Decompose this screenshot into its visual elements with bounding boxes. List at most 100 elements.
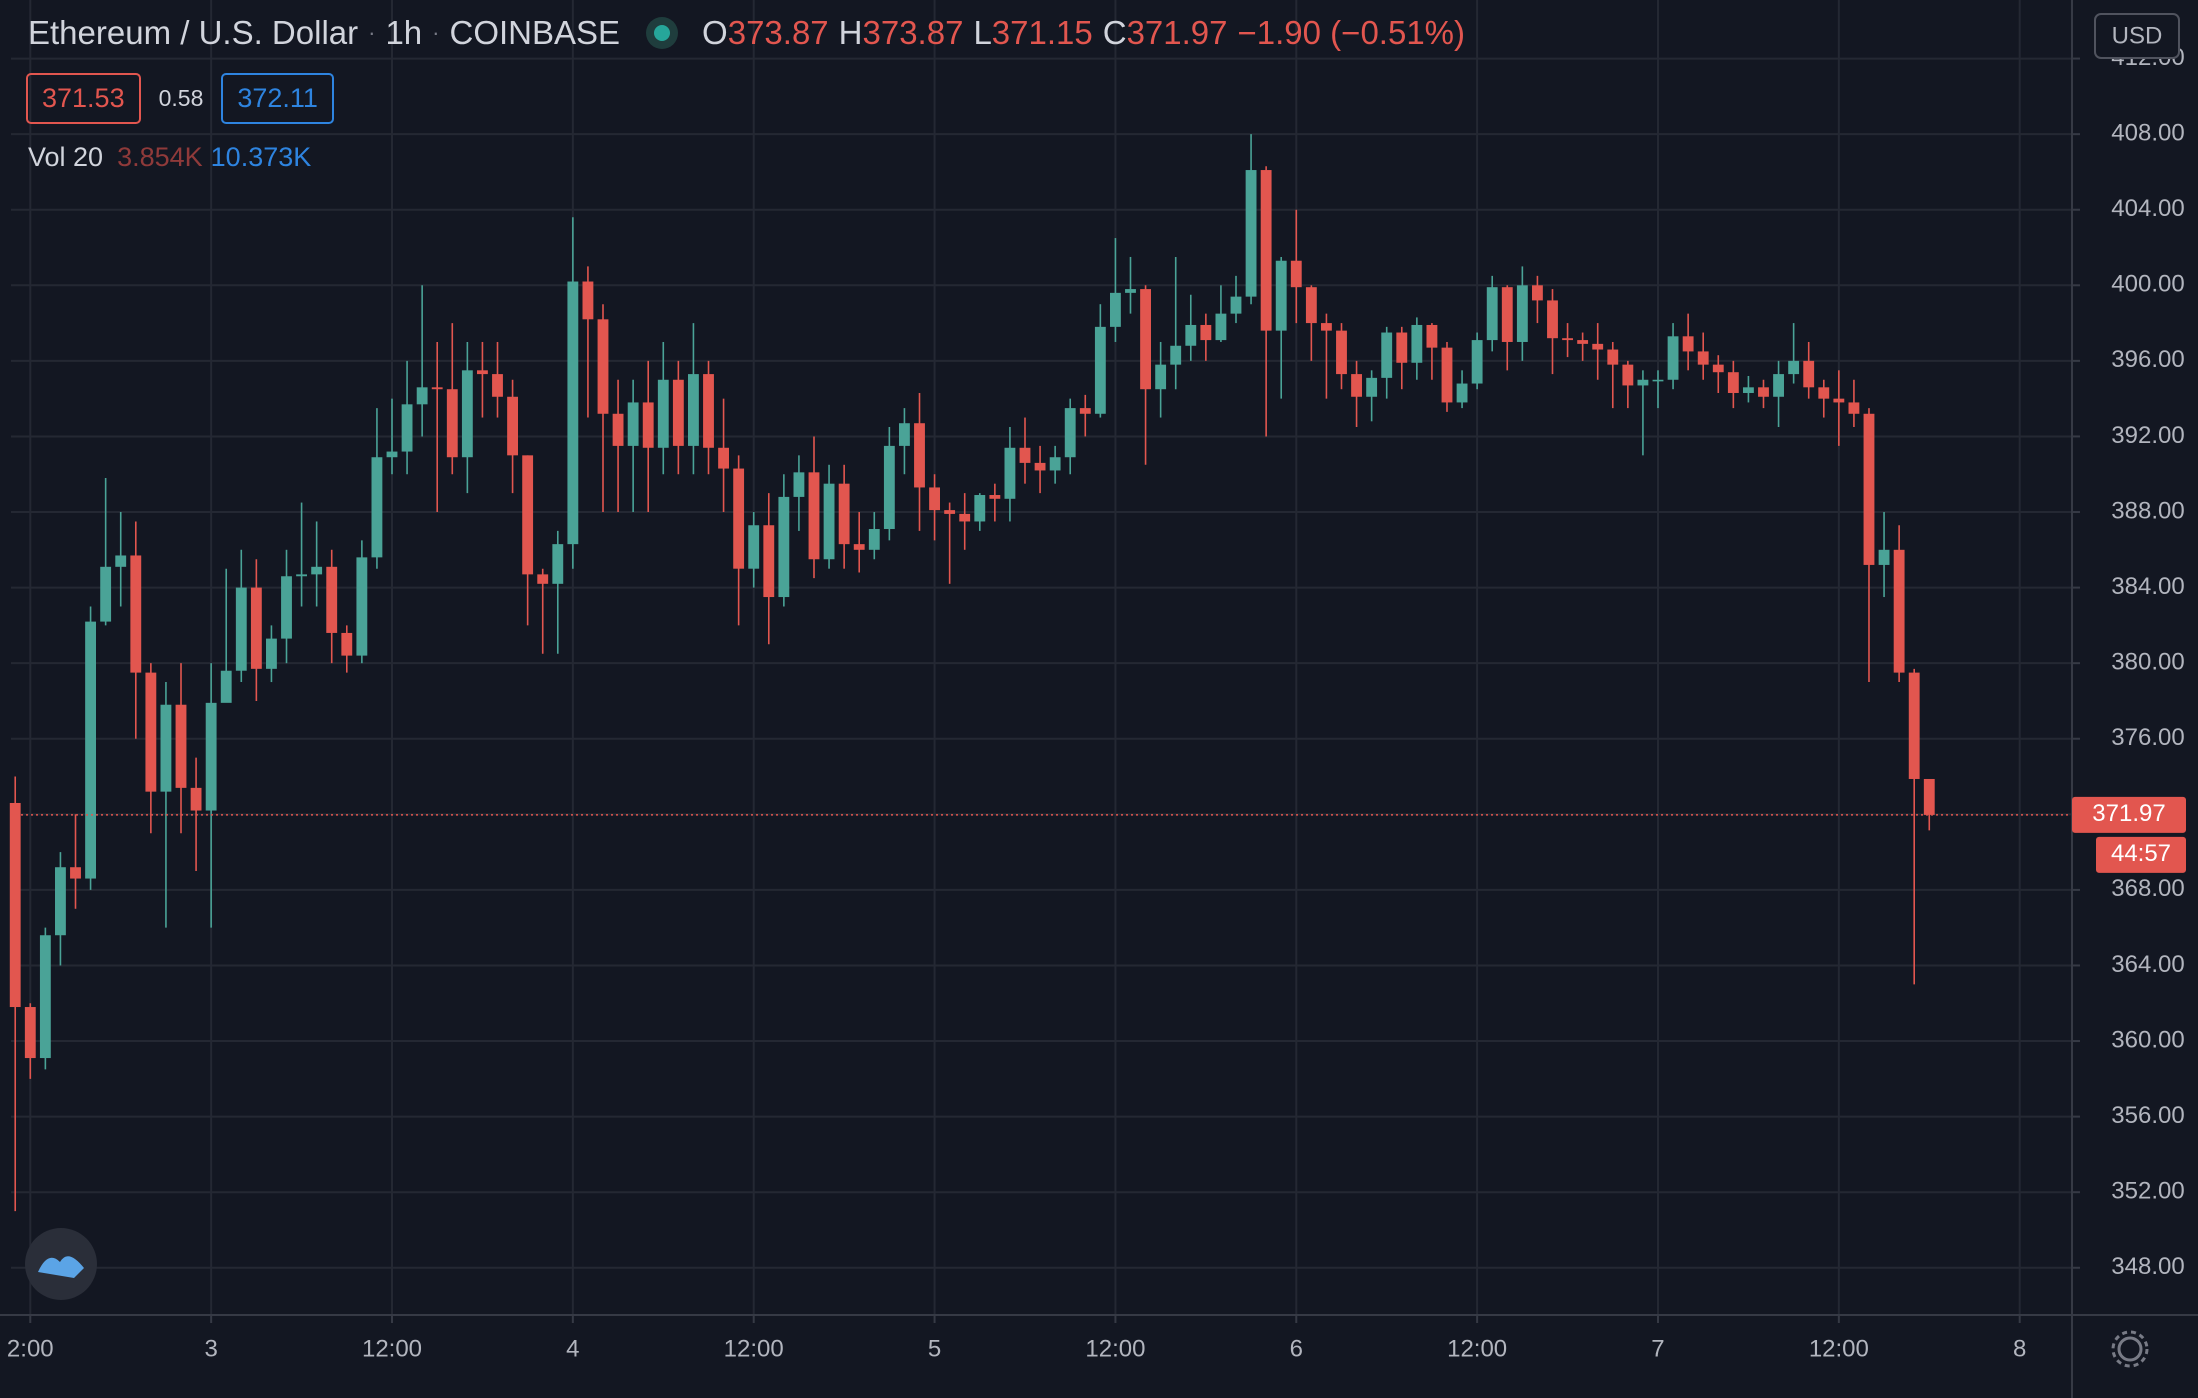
x-tick-label: 8: [2013, 1335, 2026, 1362]
ohlc-label: C: [1102, 14, 1127, 51]
separator: ·: [432, 20, 440, 45]
x-tick-label: 12:00: [362, 1335, 422, 1362]
candle-body: [582, 281, 594, 320]
candle-body: [130, 555, 142, 673]
candle-body: [1019, 447, 1031, 463]
candle-body: [1456, 383, 1468, 403]
candle-body: [1848, 402, 1860, 414]
ohlc-high: 373.87: [862, 14, 964, 51]
candle-body: [477, 370, 488, 375]
header: Ethereum / U.S. Dollar · 1h · COINBASE O…: [28, 14, 1475, 52]
candle-body: [672, 379, 684, 446]
candle-body: [1863, 413, 1875, 565]
separator: ·: [368, 20, 376, 45]
candle-body: [1094, 326, 1106, 414]
candle-body: [220, 670, 232, 703]
candle-body: [1562, 338, 1573, 341]
candle-body: [1215, 313, 1227, 341]
ohlc-label: L: [973, 14, 992, 51]
y-tick-label: 396.00: [2111, 346, 2184, 373]
candle-body: [371, 457, 383, 558]
candle-body: [1411, 324, 1423, 363]
candle-body: [1652, 379, 1664, 382]
interval[interactable]: 1h: [385, 14, 423, 51]
candle-body: [507, 396, 518, 456]
settings-icon[interactable]: [2111, 1330, 2149, 1368]
candle-body: [190, 787, 202, 811]
ask[interactable]: 372.11: [221, 73, 334, 124]
candle-body: [868, 529, 880, 550]
candle-body: [808, 472, 820, 560]
candle-body: [748, 525, 760, 569]
candle-body: [1200, 324, 1212, 341]
candle-body: [944, 510, 956, 514]
candle-body: [386, 451, 398, 458]
ohlc-low: 371.15: [991, 14, 1093, 51]
candle-body: [627, 402, 639, 446]
y-tick-label: 392.00: [2111, 422, 2184, 449]
x-tick-label: 12:00: [724, 1335, 784, 1362]
candle-body: [85, 621, 97, 879]
candle-body: [250, 587, 262, 669]
countdown-tag: [2096, 836, 2186, 873]
candle-body: [567, 281, 579, 545]
spread: 0.58: [158, 85, 204, 111]
candle-body: [1893, 549, 1905, 673]
candle-body: [1351, 374, 1362, 397]
last-price-label: 371.97: [2092, 800, 2165, 827]
candle-body: [1305, 287, 1317, 324]
candle-body: [1290, 260, 1302, 288]
candle-body: [1170, 345, 1182, 365]
candle-body: [1516, 285, 1528, 342]
ohlc-label: O: [702, 14, 728, 51]
candle-body: [70, 867, 81, 879]
status-dot: [654, 25, 671, 41]
y-tick-label: 356.00: [2111, 1102, 2184, 1129]
candle-body: [115, 555, 127, 567]
candle-body: [1381, 332, 1393, 378]
candle-body: [793, 472, 805, 497]
candle-body: [1622, 364, 1634, 386]
candle-body: [1727, 372, 1739, 393]
candle-body: [1486, 287, 1498, 341]
candle-body: [959, 513, 971, 522]
candle-body: [778, 496, 790, 598]
y-tick-label: 364.00: [2111, 951, 2184, 978]
candle-body: [416, 387, 428, 405]
candle-body: [1878, 549, 1890, 565]
candle-body: [1758, 387, 1769, 397]
candle-body: [281, 576, 292, 639]
y-tick-label: 360.00: [2111, 1026, 2184, 1053]
candle-body: [823, 483, 835, 560]
candle-body: [838, 483, 850, 545]
candle-body: [853, 544, 865, 550]
candle-body: [39, 935, 51, 1059]
candle-body: [401, 404, 413, 452]
candle-body: [1818, 387, 1830, 399]
candle-body: [446, 389, 458, 458]
candle-body: [296, 574, 308, 577]
candle-body: [642, 402, 654, 448]
x-tick-label: 4: [566, 1335, 579, 1362]
currency: USD: [2112, 22, 2163, 49]
countdown: 44:57: [2111, 840, 2171, 867]
candle-body: [1049, 457, 1061, 471]
candle-body: [1396, 332, 1408, 363]
candle-body: [989, 495, 1001, 499]
quote-row: 371.53 0.58 372.11: [26, 73, 334, 124]
candle-body: [461, 370, 473, 458]
candle-body: [974, 495, 986, 522]
candle-body: [1441, 347, 1453, 403]
candle-body: [1637, 379, 1649, 386]
bid[interactable]: 371.53: [26, 73, 141, 124]
candle-body: [657, 379, 669, 448]
candle-body: [1275, 260, 1287, 331]
candle-body: [899, 423, 910, 446]
currency-box[interactable]: [2094, 13, 2180, 59]
candle-body: [492, 374, 503, 397]
candle-body: [1064, 408, 1076, 458]
candle-body: [597, 319, 609, 414]
